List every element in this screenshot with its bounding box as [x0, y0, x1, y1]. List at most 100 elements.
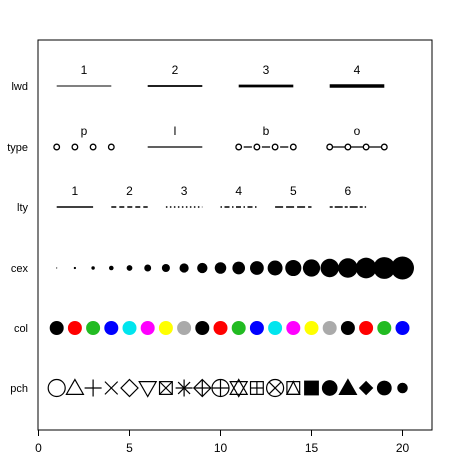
cex-row: [56, 256, 414, 280]
cex-point-20: [391, 256, 414, 280]
pch-point-9: [192, 378, 212, 398]
x-tick-label-15: 15: [305, 441, 319, 455]
x-tick-label-20: 20: [396, 441, 410, 455]
pch-point-15: [304, 380, 319, 396]
type-o-point-4: [380, 143, 388, 151]
lty-label-5: 5: [290, 184, 297, 198]
col-point-1: [49, 321, 64, 335]
pch-point-2: [65, 378, 85, 395]
col-point-7: [158, 321, 173, 335]
type-o-point-3: [362, 143, 370, 151]
cex-point-12: [250, 261, 264, 275]
col-point-2: [67, 321, 82, 335]
cex-point-5: [126, 265, 133, 271]
lty-label-4: 4: [235, 184, 242, 198]
col-point-13: [268, 321, 283, 335]
cex-point-17: [338, 258, 358, 278]
col-point-4: [104, 321, 119, 335]
pch-point-20: [397, 382, 408, 394]
plot-frame: [37, 39, 433, 431]
lty-label-2: 2: [126, 184, 133, 198]
pch-point-11: [229, 378, 249, 398]
type-label-b: b: [263, 124, 270, 138]
type-label-l: l: [174, 124, 177, 138]
row-label-lwd: lwd: [11, 81, 28, 93]
cex-point-18: [355, 257, 377, 279]
type-b-point-4: [289, 143, 297, 151]
pch-point-12: [249, 381, 264, 395]
cex-point-2: [73, 266, 77, 270]
pch-row: [47, 378, 408, 398]
lty-row: 1 2 3 4 5 6: [56, 184, 367, 208]
pch-point-10: [211, 378, 230, 398]
cex-point-11: [232, 261, 246, 275]
type-p-point-4: [107, 143, 115, 151]
pch-point-1: [47, 378, 66, 398]
type-b-point-1: [235, 143, 243, 151]
cex-point-4: [109, 265, 114, 271]
col-point-12: [249, 321, 264, 335]
x-tick-label-5: 5: [126, 441, 133, 455]
col-point-14: [286, 321, 301, 335]
x-tick-label-0: 0: [35, 441, 42, 455]
pch-point-3: [84, 379, 102, 397]
col-point-20: [395, 321, 410, 335]
x-tick-label-10: 10: [214, 441, 228, 455]
type-label-o: o: [354, 124, 361, 138]
type-label-p: p: [81, 124, 88, 138]
pch-point-18: [358, 380, 374, 396]
type-o-point-1: [326, 143, 334, 151]
row-label-pch: pch: [10, 383, 28, 395]
cex-point-16: [320, 258, 339, 278]
lty-label-1: 1: [72, 184, 79, 198]
col-point-11: [231, 321, 246, 335]
cex-point-13: [267, 260, 283, 276]
pch-point-6: [138, 381, 158, 398]
pch-point-14: [285, 380, 301, 395]
type-p-point-3: [89, 143, 97, 151]
pch-point-4: [104, 381, 119, 395]
cex-point-6: [144, 264, 152, 272]
cex-point-9: [197, 262, 208, 274]
cex-point-19: [373, 257, 396, 279]
cex-point-1: [56, 267, 58, 269]
cex-point-3: [91, 266, 95, 270]
row-label-cex: cex: [11, 263, 29, 275]
type-o-point-2: [344, 143, 352, 151]
type-b-point-2: [253, 143, 261, 151]
pch-point-19: [376, 380, 392, 396]
row-labels: lwd type lty cex col pch: [7, 81, 28, 395]
type-b-point-3: [271, 143, 279, 151]
col-point-10: [213, 321, 228, 335]
col-point-15: [304, 321, 319, 335]
lwd-label-3: 3: [263, 63, 270, 77]
pch-point-17: [338, 378, 358, 395]
type-p-point-1: [53, 143, 61, 151]
col-point-6: [140, 321, 155, 335]
col-point-16: [322, 321, 337, 335]
pch-point-7: [158, 381, 173, 395]
col-point-8: [177, 321, 192, 335]
row-label-type: type: [7, 142, 28, 154]
pch-point-13: [266, 378, 285, 398]
lwd-label-1: 1: [81, 63, 88, 77]
cex-point-10: [214, 262, 227, 274]
pch-point-8: [175, 379, 193, 397]
lty-label-6: 6: [345, 184, 352, 198]
row-label-col: col: [14, 323, 28, 335]
lty-label-3: 3: [181, 184, 188, 198]
cex-point-14: [285, 259, 302, 277]
col-point-17: [340, 321, 355, 335]
col-point-18: [359, 321, 374, 335]
x-axis: 0 5 10 15 20: [35, 429, 410, 455]
pch-point-16: [321, 380, 338, 396]
col-point-5: [122, 321, 137, 335]
col-point-19: [377, 321, 392, 335]
lwd-label-4: 4: [354, 63, 361, 77]
cex-point-8: [179, 263, 189, 273]
cex-point-7: [161, 263, 170, 273]
cex-point-15: [302, 259, 321, 277]
pch-point-5: [120, 378, 139, 398]
